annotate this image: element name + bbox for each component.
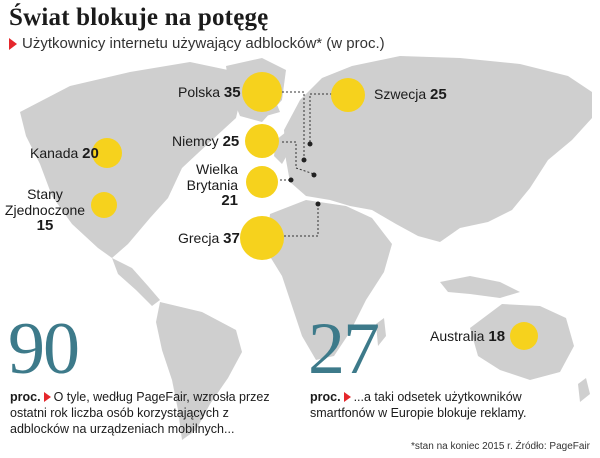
bubbles	[91, 72, 538, 350]
country-name: Australia	[430, 328, 485, 344]
country-name: Kanada	[30, 145, 79, 161]
country-name: Niemcy	[172, 133, 219, 149]
label-kanada: Kanada 20	[30, 145, 99, 162]
leader-niemcy	[282, 141, 315, 175]
location-dot-grecja	[315, 201, 321, 207]
country-name: Szwecja	[374, 86, 427, 102]
bubble-australia	[510, 322, 538, 350]
bubble-szwecja	[331, 78, 365, 112]
bubble-kanada	[92, 138, 122, 168]
leader-lines	[280, 91, 332, 237]
page-title: Świat blokuje na potęgę	[9, 4, 269, 31]
bubble-polska	[242, 72, 282, 112]
triangle-bullet-icon	[9, 37, 17, 50]
bubble-grecja	[240, 216, 284, 260]
country-value: 20	[82, 145, 99, 162]
land-indonesia	[440, 276, 520, 298]
country-name-line1: Wielka	[195, 161, 238, 177]
land-japan	[520, 158, 534, 190]
fact-number-27: 27	[308, 308, 380, 390]
fact-text-90: proc. O tyle, według PageFair, wzrosła pr…	[10, 389, 272, 437]
location-dot-polska	[301, 157, 307, 163]
land-masses	[20, 56, 592, 440]
country-value: 21	[221, 192, 238, 209]
country-value: 37	[223, 230, 240, 247]
land-new-zealand	[578, 378, 590, 402]
country-name: Grecja	[178, 230, 220, 246]
leader-szwecja	[309, 93, 332, 142]
land-south-america	[156, 302, 242, 440]
land-north-america	[20, 62, 242, 258]
label-szwecja: Szwecja 25	[374, 86, 447, 103]
country-name-line2: Zjednoczone	[4, 202, 86, 218]
triangle-bullet-icon	[343, 392, 351, 402]
country-value: 35	[223, 84, 241, 101]
country-name-line1: Stany	[27, 186, 63, 202]
country-value: 15	[36, 217, 54, 234]
location-dot-szwecja	[307, 141, 313, 147]
source-footnote: *stan na koniec 2015 r. Źródło: PageFair	[411, 441, 590, 452]
label-australia: Australia 18	[430, 328, 505, 345]
location-dot-niemcy	[311, 172, 317, 178]
triangle-bullet-icon	[43, 392, 51, 402]
label-grecja: Grecja 37	[178, 230, 240, 247]
bubble-stany-zjednoczone	[91, 192, 117, 218]
fact-body: ...a taki odsetek użytkowników smartfonó…	[310, 390, 527, 420]
land-madagascar	[376, 318, 386, 346]
location-dots	[288, 141, 321, 207]
label-niemcy: Niemcy 25	[172, 133, 239, 150]
country-value: 18	[488, 328, 506, 345]
bubble-niemcy	[245, 124, 279, 158]
leader-polska	[282, 91, 305, 158]
country-name-line2: Brytania	[186, 177, 238, 193]
land-central-america	[112, 258, 160, 306]
fact-number-90: 90	[8, 308, 80, 390]
land-africa	[266, 200, 392, 360]
leader-grecja	[284, 204, 319, 237]
country-value: 25	[222, 133, 240, 150]
subtitle-text: Użytkownicy internetu używający adblockó…	[22, 35, 385, 52]
location-dot-wielka-brytania	[288, 177, 294, 183]
label-polska: Polska 35	[178, 84, 241, 101]
fact-prefix: proc.	[310, 390, 341, 404]
bubble-wielka-brytania	[246, 166, 278, 198]
fact-prefix: proc.	[10, 390, 41, 404]
country-value: 25	[430, 86, 447, 103]
fact-text-27: proc. ...a taki odsetek użytkowników smar…	[310, 389, 540, 421]
country-name: Polska	[178, 84, 221, 100]
subtitle: Użytkownicy internetu używający adblockó…	[9, 35, 385, 52]
label-wielka-brytania: Wielka Brytania 21	[178, 161, 238, 209]
fact-body: O tyle, według PageFair, wzrosła przez o…	[10, 390, 270, 436]
label-stany-zjednoczone: Stany Zjednoczone 15	[2, 186, 88, 234]
